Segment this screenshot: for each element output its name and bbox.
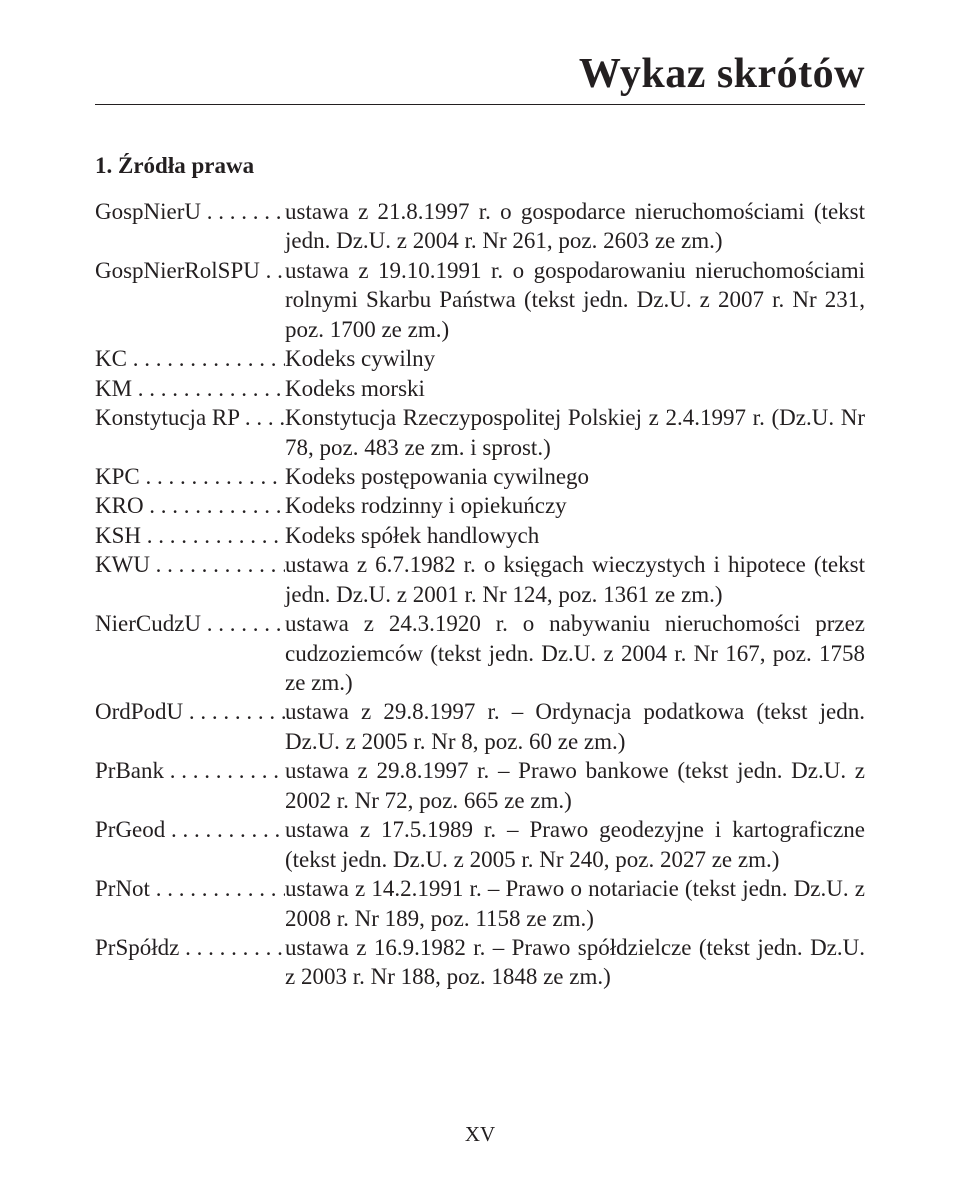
page-number: XV: [0, 1122, 960, 1147]
abbr-definition: ustawa z 21.8.1997 r. o gospodarce nieru…: [285, 197, 865, 256]
abbr-definition: ustawa z 29.8.1997 r. – Ordynacja podatk…: [285, 697, 865, 756]
abbr-term: KPC . . . . . . . . . . . . .: [95, 462, 285, 491]
list-item: PrNot . . . . . . . . . . . . ustawa z 1…: [95, 874, 865, 933]
list-item: PrBank . . . . . . . . . . . ustawa z 29…: [95, 756, 865, 815]
abbr-definition: Kodeks rodzinny i opiekuńczy: [285, 491, 865, 520]
abbr-term: GospNierRolSPU . . .: [95, 256, 285, 285]
page-title: Wykaz skrótów: [95, 50, 865, 105]
abbr-term: GospNierU . . . . . . . .: [95, 197, 285, 226]
list-item: KRO . . . . . . . . . . . . . Kodeks rod…: [95, 491, 865, 520]
abbr-term: Konstytucja RP . . . .: [95, 403, 285, 432]
abbr-term: KM . . . . . . . . . . . . . . .: [95, 374, 285, 403]
list-item: KWU . . . . . . . . . . . . ustawa z 6.7…: [95, 550, 865, 609]
abbr-definition: ustawa z 24.3.1920 r. o nabywaniu nieruc…: [285, 609, 865, 697]
abbr-term: NierCudzU . . . . . . . .: [95, 609, 285, 638]
abbr-term: KRO . . . . . . . . . . . . .: [95, 491, 285, 520]
abbr-definition: Konstytucja Rzeczypospolitej Polskiej z …: [285, 403, 865, 462]
page-container: Wykaz skrótów 1. Źródła prawa GospNierU …: [0, 0, 960, 1187]
abbr-term: PrGeod . . . . . . . . . . .: [95, 815, 285, 844]
abbr-term: KSH . . . . . . . . . . . . .: [95, 521, 285, 550]
list-item: GospNierRolSPU . . . ustawa z 19.10.1991…: [95, 256, 865, 344]
list-item: KC . . . . . . . . . . . . . . . Kodeks …: [95, 344, 865, 373]
abbr-term: PrSpółdz . . . . . . . . . .: [95, 933, 285, 962]
abbr-definition: ustawa z 17.5.1989 r. – Prawo geodezyjne…: [285, 815, 865, 874]
abbr-term: PrNot . . . . . . . . . . . .: [95, 874, 285, 903]
abbr-definition: Kodeks morski: [285, 374, 865, 403]
abbr-term: KWU . . . . . . . . . . . .: [95, 550, 285, 579]
abbr-definition: ustawa z 19.10.1991 r. o gospodarowaniu …: [285, 256, 865, 344]
list-item: NierCudzU . . . . . . . . ustawa z 24.3.…: [95, 609, 865, 697]
list-item: PrSpółdz . . . . . . . . . . ustawa z 16…: [95, 933, 865, 992]
abbr-definition: Kodeks cywilny: [285, 344, 865, 373]
abbreviation-list: GospNierU . . . . . . . . ustawa z 21.8.…: [95, 197, 865, 992]
list-item: Konstytucja RP . . . . Konstytucja Rzecz…: [95, 403, 865, 462]
abbr-term: PrBank . . . . . . . . . . .: [95, 756, 285, 785]
abbr-definition: ustawa z 16.9.1982 r. – Prawo spółdzielc…: [285, 933, 865, 992]
abbr-definition: Kodeks postępowania cywilnego: [285, 462, 865, 491]
abbr-definition: ustawa z 6.7.1982 r. o księgach wieczyst…: [285, 550, 865, 609]
list-item: GospNierU . . . . . . . . ustawa z 21.8.…: [95, 197, 865, 256]
abbr-term: KC . . . . . . . . . . . . . . .: [95, 344, 285, 373]
list-item: KPC . . . . . . . . . . . . . Kodeks pos…: [95, 462, 865, 491]
list-item: KM . . . . . . . . . . . . . . . Kodeks …: [95, 374, 865, 403]
section-heading: 1. Źródła prawa: [95, 153, 865, 179]
list-item: PrGeod . . . . . . . . . . . ustawa z 17…: [95, 815, 865, 874]
list-item: OrdPodU . . . . . . . . . ustawa z 29.8.…: [95, 697, 865, 756]
list-item: KSH . . . . . . . . . . . . . Kodeks spó…: [95, 521, 865, 550]
abbr-term: OrdPodU . . . . . . . . .: [95, 697, 285, 726]
abbr-definition: ustawa z 14.2.1991 r. – Prawo o notariac…: [285, 874, 865, 933]
abbr-definition: Kodeks spółek handlowych: [285, 521, 865, 550]
abbr-definition: ustawa z 29.8.1997 r. – Prawo bankowe (t…: [285, 756, 865, 815]
